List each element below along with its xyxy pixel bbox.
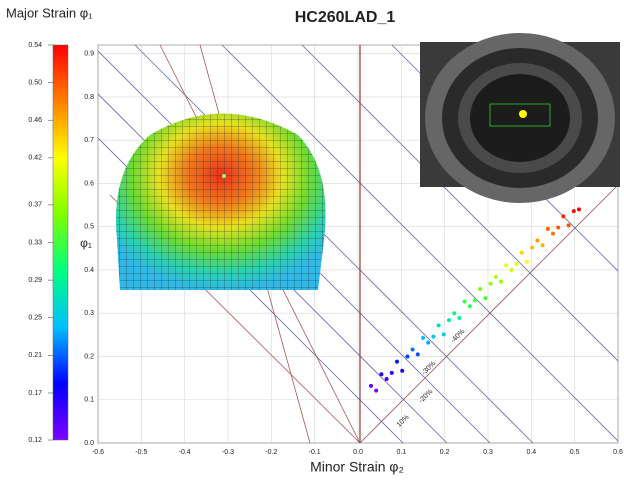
y-axis-label: φ₁ — [80, 236, 92, 250]
scatter-point — [509, 267, 514, 272]
photo-inset — [420, 33, 620, 203]
y-tick-label: 0.8 — [84, 94, 94, 101]
scatter-point — [415, 352, 420, 357]
colorbar-tick-label: 0.54 — [28, 42, 42, 49]
scatter-point — [400, 368, 405, 373]
scatter-point — [519, 250, 524, 255]
scatter-point — [431, 334, 436, 339]
x-tick-label: -0.5 — [135, 449, 147, 456]
scatter-point — [540, 243, 545, 248]
scatter-point — [405, 354, 410, 359]
scatter-point — [389, 370, 394, 375]
scatter-point — [467, 304, 472, 309]
x-tick-label: 0.3 — [483, 449, 493, 456]
scatter-point — [462, 299, 467, 304]
colorbar-tick-label: 0.17 — [28, 390, 42, 397]
scatter-point — [379, 372, 384, 377]
scatter-point — [577, 207, 581, 212]
x-tick-label: 0.6 — [613, 449, 623, 456]
y-tick-label: 0.9 — [84, 50, 94, 57]
plot-frame — [97, 44, 619, 444]
y-tick-label: 0.6 — [84, 180, 94, 187]
scatter-point — [545, 226, 550, 231]
y-tick-label: 0.7 — [84, 137, 94, 144]
x-tick-label: -0.4 — [179, 449, 191, 456]
scatter-point — [473, 298, 477, 303]
x-tick-label: -0.2 — [265, 449, 277, 456]
colorbar-tick-label: 0.37 — [28, 202, 42, 209]
scatter-point — [421, 335, 425, 340]
colorbar — [52, 44, 69, 441]
annotation: 10% — [396, 414, 411, 429]
x-tick-label: -0.1 — [309, 449, 321, 456]
scatter-point — [436, 323, 441, 328]
scatter-point — [426, 340, 431, 345]
scatter-point — [384, 376, 389, 381]
annotation: -20% — [418, 388, 435, 405]
scatter-point — [395, 359, 399, 364]
x-tick-label: 0.0 — [353, 449, 363, 456]
x-tick-label: -0.3 — [222, 449, 234, 456]
y-tick-label: 0.2 — [84, 353, 94, 360]
colorbar-tick-label: 0.46 — [28, 117, 42, 124]
scatter-point — [452, 311, 457, 316]
scatter-point — [566, 223, 571, 228]
chart-title: HC260LAD_1 — [295, 9, 396, 26]
scatter-point — [535, 238, 540, 243]
x-tick-label: 0.5 — [570, 449, 580, 456]
scatter-point — [504, 263, 509, 268]
scatter-point — [457, 315, 462, 320]
x-tick-label: -0.6 — [92, 449, 104, 456]
y-tick-label: 0.5 — [84, 224, 94, 231]
y-tick-label: 0.3 — [84, 310, 94, 317]
colorbar-title: Major Strain φ₁ — [6, 5, 93, 20]
colorbar-tick-label: 0.21 — [28, 352, 42, 359]
y-tick-label: 0.4 — [84, 267, 94, 274]
x-axis-label: Minor Strain φ₂ — [310, 459, 404, 475]
scatter-point — [561, 214, 566, 219]
x-tick-label: 0.2 — [440, 449, 450, 456]
scatter-point — [514, 261, 519, 266]
scatter-point — [493, 274, 498, 279]
scatter-point — [556, 225, 561, 230]
x-tick-label: 0.4 — [526, 449, 536, 456]
annotation: -40% — [450, 328, 467, 345]
colorbar-tick-label: 0.29 — [28, 277, 42, 284]
scatter-point — [551, 231, 555, 236]
scatter-point — [374, 388, 379, 393]
scatter-point — [410, 347, 415, 352]
scatter-point — [530, 245, 535, 250]
scatter-point — [483, 296, 488, 301]
mesh-inset — [115, 113, 326, 290]
scatter-point — [571, 209, 576, 214]
colorbar-tick-label: 0.33 — [28, 239, 42, 246]
colorbar-tick-label: 0.12 — [28, 437, 42, 444]
x-tick-label: 0.1 — [396, 449, 406, 456]
colorbar-tick-label: 0.25 — [28, 315, 42, 322]
scatter-point — [525, 259, 529, 264]
scatter-point — [369, 383, 373, 388]
scatter-point — [499, 279, 503, 284]
scatter-point — [447, 318, 451, 323]
y-tick-label: 0.0 — [84, 440, 94, 447]
scatter-point — [441, 332, 446, 337]
y-tick-label: 0.1 — [84, 397, 94, 404]
scatter-point — [478, 286, 483, 291]
scatter-point — [488, 281, 493, 286]
colorbar-tick-label: 0.42 — [28, 155, 42, 162]
colorbar-tick-label: 0.50 — [28, 79, 42, 86]
